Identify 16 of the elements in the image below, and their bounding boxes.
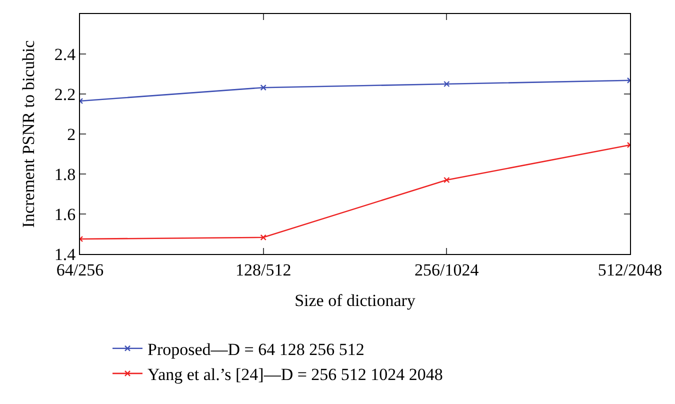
x-tick-label: 256/1024 bbox=[414, 260, 480, 280]
point bbox=[260, 234, 266, 240]
y-tick-label: 2 bbox=[67, 124, 76, 144]
y-axis-title: Increment PSNR to bicubic bbox=[18, 40, 38, 228]
y-tick-label: 1.8 bbox=[54, 164, 76, 184]
y-tick-label: 2.4 bbox=[54, 44, 76, 64]
point bbox=[260, 84, 266, 91]
point bbox=[444, 80, 450, 88]
legend-label: Yang et al.’s [24]—D = 256 512 1024 2048 bbox=[148, 365, 443, 384]
x-axis-title: Size of dictionary bbox=[294, 290, 416, 310]
x-tick-label: 512/2048 bbox=[598, 260, 662, 280]
y-tick-label: 2.2 bbox=[54, 84, 76, 104]
x-tick-label: 128/512 bbox=[235, 260, 292, 280]
y-tick-label: 1.6 bbox=[54, 204, 76, 224]
legend-label: Proposed—D = 64 128 256 512 bbox=[148, 340, 364, 359]
point bbox=[444, 176, 450, 184]
